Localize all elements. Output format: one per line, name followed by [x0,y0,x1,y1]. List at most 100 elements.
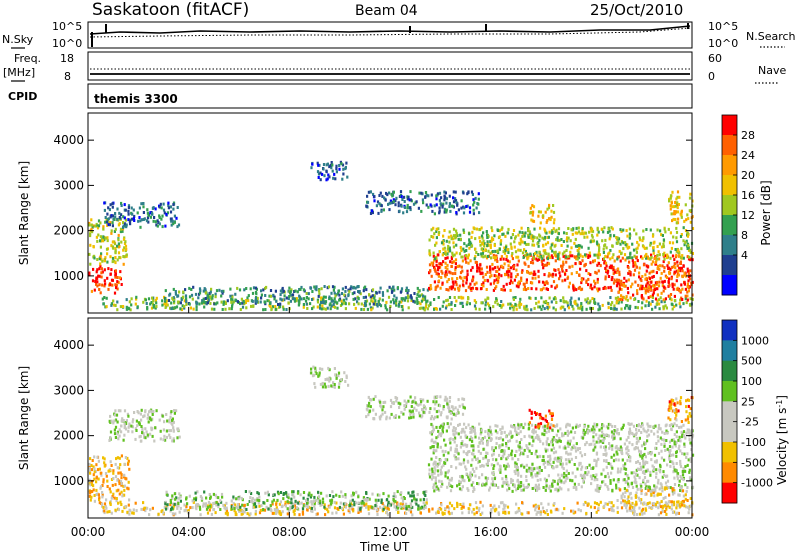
range-gate-cell [434,461,437,465]
range-gate-cell [455,448,458,452]
range-gate-cell [506,259,509,263]
range-gate-cell [656,500,659,504]
range-gate-cell [141,429,144,433]
range-gate-cell [676,264,679,268]
range-gate-cell [506,488,509,492]
range-gate-cell [397,502,400,506]
range-gate-cell [616,470,619,474]
scatter-region [164,285,429,306]
range-gate-cell [309,286,313,290]
range-gate-cell [610,455,613,459]
range-gate-cell [450,308,453,311]
scatter-region [163,490,428,511]
range-gate-cell [295,299,298,303]
nsky-tick-bottom: 10^0 [52,37,82,50]
range-gate-cell [446,280,449,284]
range-gate-cell [519,484,522,488]
range-gate-cell [566,433,569,437]
range-gate-cell [260,289,263,293]
range-gate-cell [398,303,401,306]
range-gate-cell [158,214,161,218]
range-gate-cell [406,197,409,201]
range-gate-cell [313,507,316,511]
range-gate-cell [111,205,114,209]
range-gate-cell [658,253,661,257]
range-gate-cell [674,266,677,270]
range-gate-cell [533,486,536,490]
range-gate-cell [98,467,101,471]
range-gate-cell [636,289,639,293]
range-gate-cell [96,226,100,230]
range-gate-cell [562,296,565,300]
range-gate-cell [330,304,333,308]
nsearch-label: N.Search [746,30,796,43]
range-gate-cell [676,206,679,210]
range-gate-cell [486,240,489,244]
range-gate-cell [88,469,91,473]
range-gate-cell [556,257,559,261]
range-gate-cell [198,505,201,509]
range-gate-cell [378,297,381,301]
range-gate-cell [631,242,634,246]
range-gate-cell [451,254,455,258]
range-gate-cell [104,472,108,475]
range-gate-cell [407,195,410,199]
range-gate-cell [644,277,647,281]
range-gate-cell [501,484,504,488]
range-gate-cell [560,244,563,247]
range-gate-cell [500,264,503,268]
range-gate-cell [352,286,355,290]
range-gate-cell [576,501,579,505]
range-gate-cell [209,496,212,500]
range-gate-cell [365,502,368,506]
range-gate-cell [155,223,158,227]
range-gate-cell [248,490,251,494]
range-gate-cell [434,287,437,291]
range-gate-cell [602,424,605,428]
range-gate-cell [484,273,487,276]
range-gate-cell [436,284,439,288]
range-gate-cell [100,267,103,271]
range-gate-cell [114,304,117,307]
range-gate-cell [464,257,467,261]
range-gate-cell [441,430,444,434]
range-gate-cell [661,438,664,442]
range-gate-cell [643,452,646,456]
range-gate-cell [535,250,538,254]
range-gate-cell [631,501,634,505]
range-gate-cell [645,277,648,281]
range-gate-cell [482,255,485,259]
range-gate-cell [450,302,453,306]
range-gate-cell [454,413,457,417]
range-gate-cell [624,480,627,484]
range-gate-cell [319,382,322,386]
range-gate-cell [628,508,631,512]
range-gate-cell [494,424,497,428]
range-gate-cell [290,288,293,292]
range-gate-cell [226,511,229,515]
range-gate-cell [457,452,460,456]
range-gate-cell [420,293,423,297]
range-gate-cell [567,452,570,456]
range-gate-cell [471,436,474,440]
range-gate-cell [333,367,336,370]
range-gate-cell [254,297,257,301]
range-gate-cell [691,280,694,284]
range-gate-cell [282,289,285,293]
range-gate-cell [443,246,446,250]
range-gate-cell [123,493,126,497]
range-gate-cell [480,226,483,230]
nave-label: Nave [758,64,786,77]
range-gate-cell [525,280,528,284]
range-gate-cell [578,423,581,427]
range-gate-cell [119,471,122,475]
range-gate-cell [566,236,569,240]
range-gate-cell [658,242,661,246]
range-gate-cell [429,269,432,273]
range-gate-cell [93,477,96,481]
range-gate-cell [647,289,650,293]
range-gate-cell [123,424,127,428]
range-gate-cell [502,250,505,254]
range-gate-cell [110,478,114,481]
